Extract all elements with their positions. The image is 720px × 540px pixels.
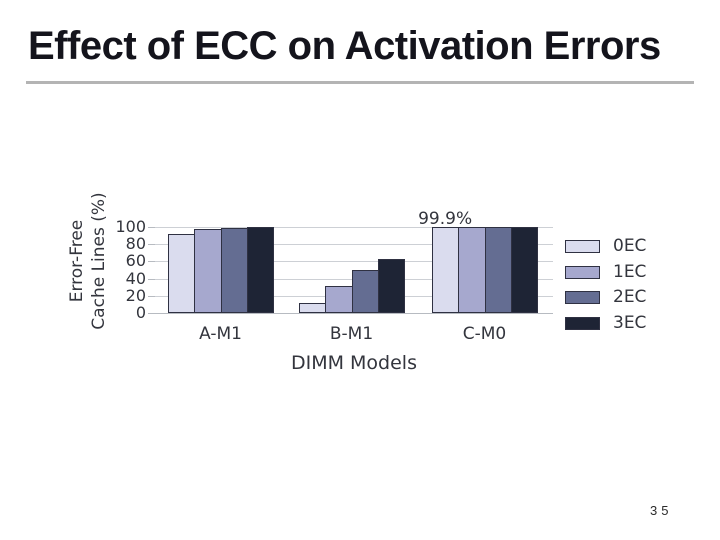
gridline-100 xyxy=(155,227,553,228)
y-tick-mark-60 xyxy=(148,261,155,263)
y-tick-mark-100 xyxy=(148,227,155,228)
legend-label-2EC: 2EC xyxy=(613,287,647,308)
bar-0EC-B-M1 xyxy=(299,302,327,313)
y-tick-label-0: 0 xyxy=(135,303,146,322)
bar-3EC-A-M1 xyxy=(246,227,274,313)
y-tick-mark-20 xyxy=(148,295,155,297)
y-tick-label-100: 100 xyxy=(115,217,146,236)
category-label-A-M1: A-M1 xyxy=(199,324,242,344)
legend-label-3EC: 3EC xyxy=(613,312,647,333)
y-tick-label-20: 20 xyxy=(125,285,146,305)
bar-0EC-A-M1 xyxy=(168,233,196,313)
y-tick-label-80: 80 xyxy=(125,234,146,254)
annotation-value: 99.9% xyxy=(418,209,473,229)
page-number: 35 xyxy=(650,503,673,518)
legend-swatch-1EC xyxy=(565,265,600,279)
legend-label-1EC: 1EC xyxy=(613,261,647,282)
legend-label-0EC: 0EC xyxy=(613,236,647,256)
y-tick-label-60: 60 xyxy=(125,251,146,271)
legend-swatch-3EC xyxy=(565,316,600,330)
gridline-0 xyxy=(155,313,553,314)
y-tick-mark-0 xyxy=(148,313,155,314)
category-label-C-M0: C-M0 xyxy=(462,324,507,344)
x-axis-label: DIMM Models xyxy=(290,352,417,374)
slide-title: Effect of ECC on Activation Errors xyxy=(28,24,661,68)
y-tick-mark-40 xyxy=(148,278,155,280)
bar-1EC-A-M1 xyxy=(194,228,222,313)
gridline-60 xyxy=(155,261,553,263)
bar-2EC-C-M0 xyxy=(484,227,512,313)
legend-swatch-0EC xyxy=(565,240,600,253)
legend-swatch-2EC xyxy=(565,291,600,305)
bar-3EC-C-M0 xyxy=(510,227,538,313)
bar-3EC-B-M1 xyxy=(377,258,405,313)
bar-2EC-B-M1 xyxy=(351,270,379,313)
bar-0EC-C-M0 xyxy=(432,227,460,313)
y-tick-label-40: 40 xyxy=(125,268,146,288)
bar-1EC-C-M0 xyxy=(458,227,486,313)
bar-1EC-B-M1 xyxy=(325,286,353,313)
y-tick-mark-80 xyxy=(148,244,155,246)
gridline-80 xyxy=(155,244,553,246)
title-divider xyxy=(26,81,694,84)
bar-2EC-A-M1 xyxy=(220,227,248,313)
y-axis-label-line1: Error-Free xyxy=(67,219,87,303)
category-label-B-M1: B-M1 xyxy=(329,324,374,344)
